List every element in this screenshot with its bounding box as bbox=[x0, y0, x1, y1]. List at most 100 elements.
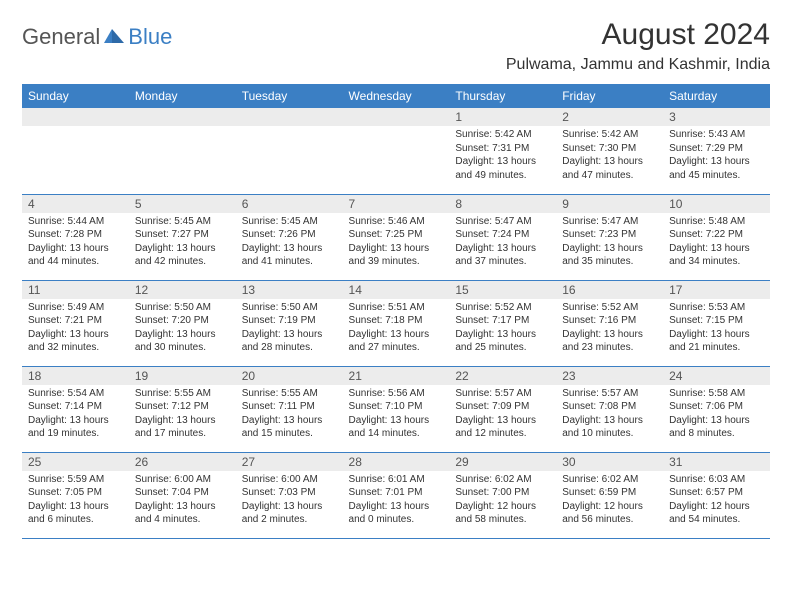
day-details: Sunrise: 6:01 AMSunset: 7:01 PMDaylight:… bbox=[343, 471, 450, 531]
day-details: Sunrise: 5:48 AMSunset: 7:22 PMDaylight:… bbox=[663, 213, 770, 273]
day-details: Sunrise: 5:42 AMSunset: 7:30 PMDaylight:… bbox=[556, 126, 663, 186]
weekday-header: Saturday bbox=[663, 84, 770, 108]
day-details: Sunrise: 5:57 AMSunset: 7:08 PMDaylight:… bbox=[556, 385, 663, 445]
calendar-cell: 24Sunrise: 5:58 AMSunset: 7:06 PMDayligh… bbox=[663, 366, 770, 452]
calendar-cell: 1Sunrise: 5:42 AMSunset: 7:31 PMDaylight… bbox=[449, 108, 556, 194]
weekday-header: Tuesday bbox=[236, 84, 343, 108]
header: General Blue August 2024 bbox=[22, 18, 770, 52]
day-number: 22 bbox=[449, 367, 556, 385]
calendar-cell: 4Sunrise: 5:44 AMSunset: 7:28 PMDaylight… bbox=[22, 194, 129, 280]
calendar-cell bbox=[129, 108, 236, 194]
day-details: Sunrise: 5:55 AMSunset: 7:11 PMDaylight:… bbox=[236, 385, 343, 445]
day-number: 16 bbox=[556, 281, 663, 299]
day-number: 3 bbox=[663, 108, 770, 126]
calendar-cell: 9Sunrise: 5:47 AMSunset: 7:23 PMDaylight… bbox=[556, 194, 663, 280]
day-details: Sunrise: 5:47 AMSunset: 7:24 PMDaylight:… bbox=[449, 213, 556, 273]
day-number: 24 bbox=[663, 367, 770, 385]
logo-text-1: General bbox=[22, 24, 100, 50]
day-details: Sunrise: 5:46 AMSunset: 7:25 PMDaylight:… bbox=[343, 213, 450, 273]
day-number: 29 bbox=[449, 453, 556, 471]
day-number: 31 bbox=[663, 453, 770, 471]
day-number: 30 bbox=[556, 453, 663, 471]
calendar-row: 18Sunrise: 5:54 AMSunset: 7:14 PMDayligh… bbox=[22, 366, 770, 452]
calendar-cell bbox=[236, 108, 343, 194]
day-details: Sunrise: 5:42 AMSunset: 7:31 PMDaylight:… bbox=[449, 126, 556, 186]
day-number: 12 bbox=[129, 281, 236, 299]
calendar-cell: 11Sunrise: 5:49 AMSunset: 7:21 PMDayligh… bbox=[22, 280, 129, 366]
day-details: Sunrise: 5:45 AMSunset: 7:27 PMDaylight:… bbox=[129, 213, 236, 273]
day-number: 7 bbox=[343, 195, 450, 213]
location-subtitle: Pulwama, Jammu and Kashmir, India bbox=[22, 56, 770, 74]
day-details: Sunrise: 5:55 AMSunset: 7:12 PMDaylight:… bbox=[129, 385, 236, 445]
calendar-cell: 12Sunrise: 5:50 AMSunset: 7:20 PMDayligh… bbox=[129, 280, 236, 366]
day-details: Sunrise: 5:49 AMSunset: 7:21 PMDaylight:… bbox=[22, 299, 129, 359]
calendar-cell: 16Sunrise: 5:52 AMSunset: 7:16 PMDayligh… bbox=[556, 280, 663, 366]
empty-daynum-bar bbox=[236, 108, 343, 126]
day-number: 27 bbox=[236, 453, 343, 471]
calendar-row: 25Sunrise: 5:59 AMSunset: 7:05 PMDayligh… bbox=[22, 452, 770, 538]
calendar-cell: 23Sunrise: 5:57 AMSunset: 7:08 PMDayligh… bbox=[556, 366, 663, 452]
calendar-cell: 25Sunrise: 5:59 AMSunset: 7:05 PMDayligh… bbox=[22, 452, 129, 538]
calendar-cell: 28Sunrise: 6:01 AMSunset: 7:01 PMDayligh… bbox=[343, 452, 450, 538]
day-number: 19 bbox=[129, 367, 236, 385]
day-number: 25 bbox=[22, 453, 129, 471]
day-details: Sunrise: 6:00 AMSunset: 7:04 PMDaylight:… bbox=[129, 471, 236, 531]
calendar-table: SundayMondayTuesdayWednesdayThursdayFrid… bbox=[22, 84, 770, 539]
calendar-row: 11Sunrise: 5:49 AMSunset: 7:21 PMDayligh… bbox=[22, 280, 770, 366]
day-details: Sunrise: 5:53 AMSunset: 7:15 PMDaylight:… bbox=[663, 299, 770, 359]
day-number: 15 bbox=[449, 281, 556, 299]
logo-text-2: Blue bbox=[128, 24, 172, 50]
day-details: Sunrise: 5:52 AMSunset: 7:16 PMDaylight:… bbox=[556, 299, 663, 359]
day-number: 13 bbox=[236, 281, 343, 299]
calendar-cell: 15Sunrise: 5:52 AMSunset: 7:17 PMDayligh… bbox=[449, 280, 556, 366]
calendar-cell: 13Sunrise: 5:50 AMSunset: 7:19 PMDayligh… bbox=[236, 280, 343, 366]
weekday-header: Sunday bbox=[22, 84, 129, 108]
day-number: 28 bbox=[343, 453, 450, 471]
calendar-row: 4Sunrise: 5:44 AMSunset: 7:28 PMDaylight… bbox=[22, 194, 770, 280]
calendar-cell: 7Sunrise: 5:46 AMSunset: 7:25 PMDaylight… bbox=[343, 194, 450, 280]
day-details: Sunrise: 6:03 AMSunset: 6:57 PMDaylight:… bbox=[663, 471, 770, 531]
calendar-row: 1Sunrise: 5:42 AMSunset: 7:31 PMDaylight… bbox=[22, 108, 770, 194]
calendar-cell: 26Sunrise: 6:00 AMSunset: 7:04 PMDayligh… bbox=[129, 452, 236, 538]
day-number: 20 bbox=[236, 367, 343, 385]
calendar-cell: 3Sunrise: 5:43 AMSunset: 7:29 PMDaylight… bbox=[663, 108, 770, 194]
empty-daynum-bar bbox=[343, 108, 450, 126]
day-number: 10 bbox=[663, 195, 770, 213]
day-number: 6 bbox=[236, 195, 343, 213]
day-details: Sunrise: 6:02 AMSunset: 6:59 PMDaylight:… bbox=[556, 471, 663, 531]
day-number: 9 bbox=[556, 195, 663, 213]
day-details: Sunrise: 5:43 AMSunset: 7:29 PMDaylight:… bbox=[663, 126, 770, 186]
day-number: 14 bbox=[343, 281, 450, 299]
calendar-cell: 10Sunrise: 5:48 AMSunset: 7:22 PMDayligh… bbox=[663, 194, 770, 280]
day-number: 4 bbox=[22, 195, 129, 213]
day-number: 26 bbox=[129, 453, 236, 471]
calendar-cell: 22Sunrise: 5:57 AMSunset: 7:09 PMDayligh… bbox=[449, 366, 556, 452]
day-details: Sunrise: 5:50 AMSunset: 7:20 PMDaylight:… bbox=[129, 299, 236, 359]
day-number: 23 bbox=[556, 367, 663, 385]
day-details: Sunrise: 5:45 AMSunset: 7:26 PMDaylight:… bbox=[236, 213, 343, 273]
calendar-cell: 20Sunrise: 5:55 AMSunset: 7:11 PMDayligh… bbox=[236, 366, 343, 452]
day-details: Sunrise: 5:50 AMSunset: 7:19 PMDaylight:… bbox=[236, 299, 343, 359]
day-details: Sunrise: 5:44 AMSunset: 7:28 PMDaylight:… bbox=[22, 213, 129, 273]
page-title: August 2024 bbox=[602, 18, 770, 52]
calendar-body: 1Sunrise: 5:42 AMSunset: 7:31 PMDaylight… bbox=[22, 108, 770, 538]
triangle-icon bbox=[104, 27, 124, 48]
day-number: 17 bbox=[663, 281, 770, 299]
day-number: 2 bbox=[556, 108, 663, 126]
empty-daynum-bar bbox=[22, 108, 129, 126]
calendar-cell: 17Sunrise: 5:53 AMSunset: 7:15 PMDayligh… bbox=[663, 280, 770, 366]
calendar-cell: 5Sunrise: 5:45 AMSunset: 7:27 PMDaylight… bbox=[129, 194, 236, 280]
day-details: Sunrise: 5:56 AMSunset: 7:10 PMDaylight:… bbox=[343, 385, 450, 445]
day-details: Sunrise: 5:47 AMSunset: 7:23 PMDaylight:… bbox=[556, 213, 663, 273]
calendar-cell: 18Sunrise: 5:54 AMSunset: 7:14 PMDayligh… bbox=[22, 366, 129, 452]
logo: General Blue bbox=[22, 24, 172, 50]
calendar-cell bbox=[343, 108, 450, 194]
calendar-cell: 6Sunrise: 5:45 AMSunset: 7:26 PMDaylight… bbox=[236, 194, 343, 280]
day-details: Sunrise: 5:51 AMSunset: 7:18 PMDaylight:… bbox=[343, 299, 450, 359]
day-details: Sunrise: 5:54 AMSunset: 7:14 PMDaylight:… bbox=[22, 385, 129, 445]
calendar-cell: 29Sunrise: 6:02 AMSunset: 7:00 PMDayligh… bbox=[449, 452, 556, 538]
empty-daynum-bar bbox=[129, 108, 236, 126]
day-details: Sunrise: 6:00 AMSunset: 7:03 PMDaylight:… bbox=[236, 471, 343, 531]
weekday-header: Wednesday bbox=[343, 84, 450, 108]
day-number: 18 bbox=[22, 367, 129, 385]
